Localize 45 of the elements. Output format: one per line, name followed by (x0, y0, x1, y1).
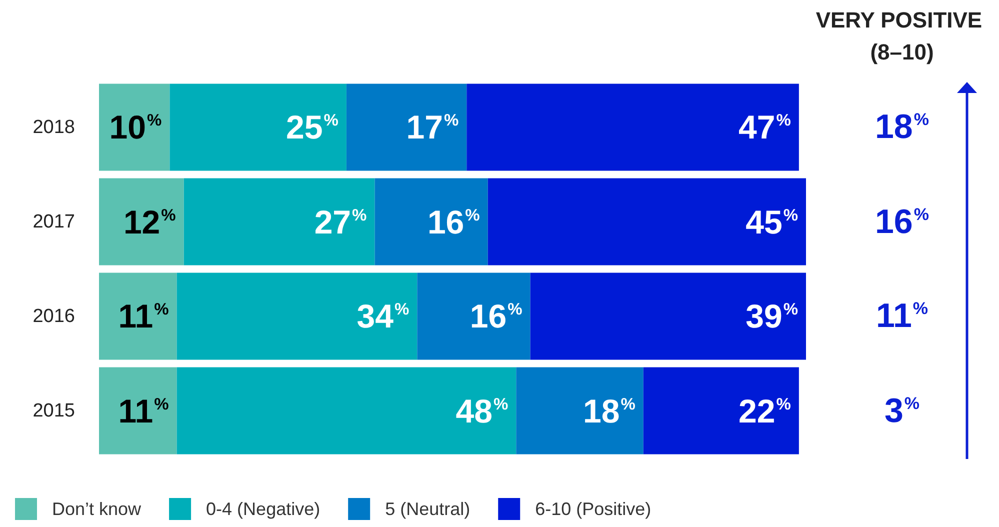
data-label: 27$^{%}$ (314, 203, 367, 240)
y-tick-label: 2016 (32, 306, 75, 327)
y-tick-label: 2018 (32, 116, 75, 138)
legend-label: Don’t know (52, 499, 142, 519)
data-label: 48$^{%}$ (456, 392, 508, 430)
bar (99, 178, 184, 266)
text: 3$^{%}$ (884, 392, 920, 430)
bar (346, 84, 467, 171)
data-label: 39$^{%}$ (746, 298, 798, 335)
y-tick-label: 2015 (32, 400, 75, 422)
bar (374, 178, 488, 266)
data-label: 16$^{%}$ (470, 298, 522, 335)
bar (176, 367, 516, 454)
data-label: 10$^{%}$ (109, 108, 162, 146)
data-label: 16$^{%}$ (427, 203, 480, 240)
bar (530, 272, 806, 360)
bar (99, 84, 170, 171)
bar (176, 272, 418, 360)
bar (643, 367, 799, 454)
legend-label: 5 (Neutral) (385, 499, 470, 519)
bar (99, 272, 177, 360)
legend-label: 0-4 (Negative) (206, 499, 320, 519)
data-label: 22$^{%}$ (738, 392, 791, 430)
data-label: 17$^{%}$ (406, 108, 459, 146)
bar (417, 272, 530, 360)
bar (488, 178, 806, 266)
data-label: 34$^{%}$ (356, 298, 410, 335)
bar (184, 178, 375, 266)
data-label: 11$^{%}$ (118, 298, 169, 335)
bar (99, 367, 177, 454)
data-label: 11$^{%}$ (118, 392, 169, 430)
data-label: 18$^{%}$ (582, 392, 636, 430)
bar (516, 367, 644, 454)
text: 18$^{%}$ (875, 108, 929, 146)
y-tick-label: 2017 (32, 211, 75, 232)
bar (466, 84, 799, 171)
data-label: 25$^{%}$ (286, 108, 338, 146)
text: 16$^{%}$ (875, 202, 929, 241)
text: VERY POSITIVE (8–10) (816, 8, 988, 64)
data-label: 47$^{%}$ (738, 108, 791, 146)
data-label: 45$^{%}$ (746, 203, 798, 240)
bar (170, 84, 346, 171)
legend-label: 6-10 (Positive) (535, 499, 652, 519)
text: 11$^{%}$ (876, 297, 928, 336)
data-label: 12$^{%}$ (123, 203, 176, 240)
